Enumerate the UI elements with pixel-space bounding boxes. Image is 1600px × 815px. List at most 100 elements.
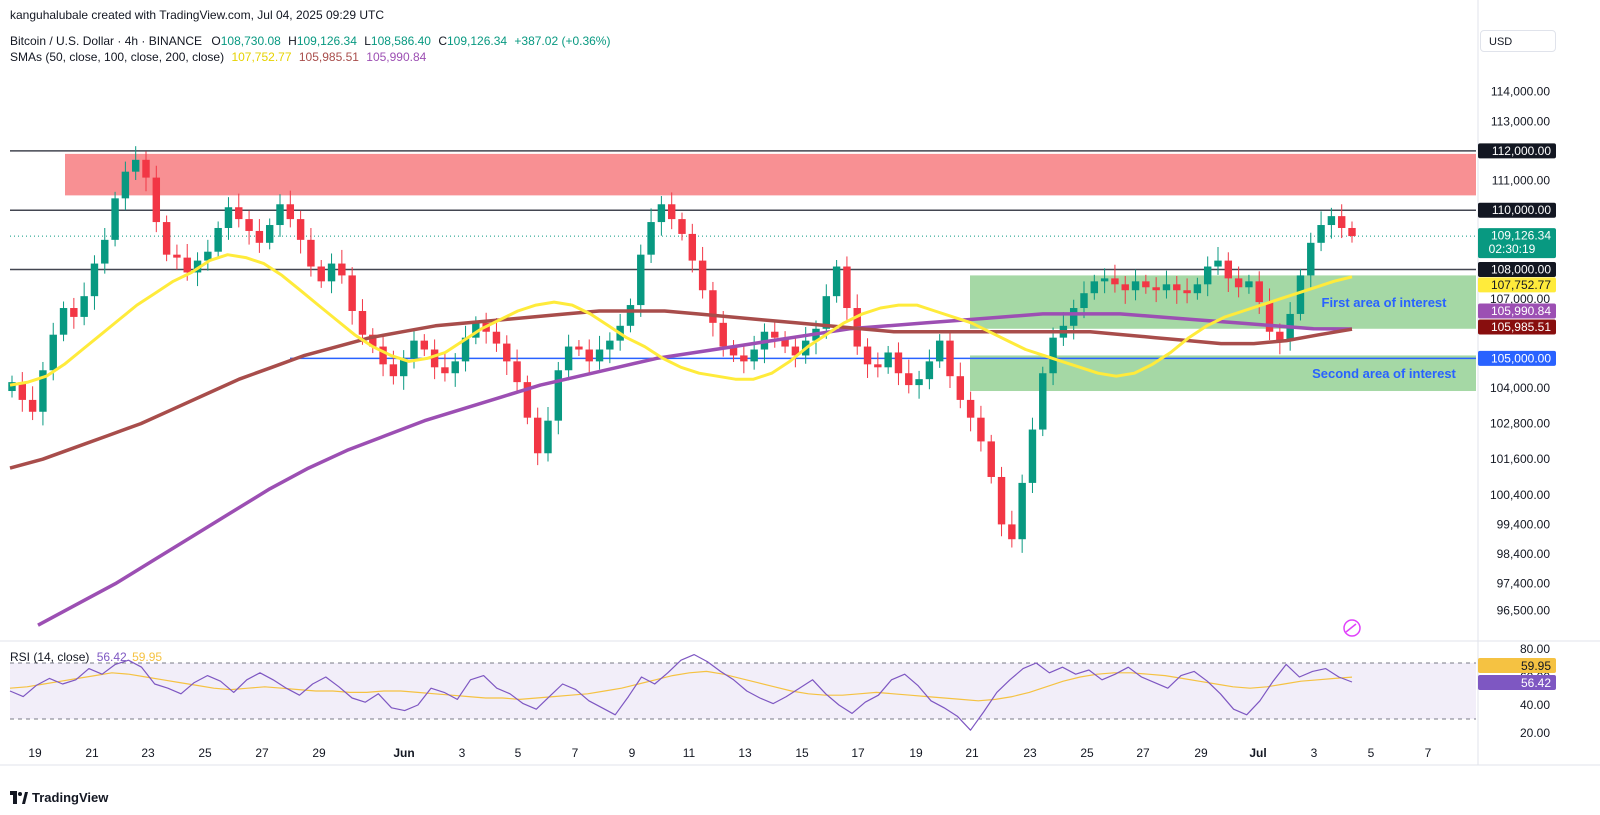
x-tick-label: 23	[141, 746, 155, 760]
zone-label-second: Second area of interest	[1312, 366, 1456, 381]
candle-body	[1131, 281, 1140, 291]
candle-body	[410, 340, 418, 359]
candle-body	[389, 364, 398, 377]
candle-body	[791, 346, 800, 356]
currency-button[interactable]: USD	[1480, 30, 1556, 52]
candle-body	[667, 204, 676, 220]
candle-body	[606, 340, 614, 350]
candle-body	[1348, 227, 1356, 237]
candle-body	[441, 367, 449, 374]
candle-body	[183, 257, 191, 273]
y-tick-label: 113,000.00	[1491, 114, 1550, 128]
candle-body	[1100, 278, 1109, 282]
currency-label: USD	[1489, 36, 1513, 48]
candle-body	[935, 340, 944, 362]
candle-body	[492, 331, 501, 344]
candle-body	[39, 370, 47, 412]
brand-name: TradingView	[32, 790, 109, 805]
price-label-sma100: 105,985.51	[1491, 320, 1551, 334]
price-label-bg-sma100	[1478, 319, 1556, 335]
low-label: L	[364, 34, 371, 48]
x-tick-label: 21	[965, 746, 979, 760]
candle-body	[1028, 429, 1037, 483]
candle-body	[296, 219, 305, 240]
y-tick-label: 97,400.00	[1497, 577, 1551, 591]
price-label-sma50: 107,752.77	[1491, 278, 1551, 292]
candle-body	[235, 207, 243, 220]
candle-body	[1080, 293, 1088, 309]
candle-body	[327, 263, 336, 282]
candle-body	[1008, 524, 1016, 540]
candle-body	[1234, 278, 1243, 288]
candle-body	[1049, 337, 1057, 374]
x-tick-label: Jun	[393, 746, 414, 760]
x-tick-label: 15	[795, 746, 809, 760]
x-tick-label: 25	[198, 746, 212, 760]
price-label-level: 110,000.00	[1492, 203, 1551, 217]
candle-body	[1018, 482, 1026, 540]
y-tick-label: 101,600.00	[1490, 452, 1550, 466]
magic-icon[interactable]	[1343, 619, 1361, 637]
x-tick-label: 11	[683, 746, 696, 760]
price-label-bg-level	[1478, 261, 1556, 277]
close-label: C	[438, 34, 447, 48]
candle-body	[245, 219, 253, 231]
y-tick-label: 114,000.00	[1491, 85, 1550, 99]
candle-body	[472, 322, 480, 338]
rsi-axis-label: 56.42	[1521, 676, 1551, 690]
candle-body	[657, 204, 666, 223]
candle-body	[771, 331, 779, 338]
resistance-zone	[65, 153, 1476, 196]
candle-body	[49, 334, 57, 371]
candle-body	[101, 239, 109, 264]
x-tick-label: 3	[1311, 746, 1318, 760]
price-label-bg-last	[1478, 228, 1556, 259]
candle-body	[843, 266, 851, 309]
magic-icon-stroke	[1345, 623, 1357, 633]
rsi-label-bg	[1478, 675, 1556, 690]
x-tick-label: 9	[629, 746, 636, 760]
candle-body	[265, 225, 274, 243]
tradingview-logo[interactable]: TradingView	[10, 790, 108, 805]
candle-body	[1152, 287, 1160, 291]
x-tick-label: 7	[1425, 746, 1432, 760]
candle-body	[709, 290, 717, 323]
price-label-bg-sma50	[1478, 277, 1556, 293]
candle-body	[1327, 216, 1336, 226]
candle-body	[70, 308, 78, 317]
y-tick-label: 100,400.00	[1490, 488, 1550, 502]
x-tick-label: 27	[255, 746, 269, 760]
candle-body	[863, 346, 872, 365]
countdown-label: 02:30:19	[1489, 242, 1536, 256]
candle-body	[121, 171, 130, 199]
sma-label: SMAs (50, close, 100, close, 200, close)	[10, 50, 225, 64]
candle-body	[740, 355, 748, 362]
y-tick-label: 107,000.00	[1490, 292, 1550, 306]
x-tick-label: 25	[1080, 746, 1094, 760]
magic-icon-ring	[1343, 619, 1361, 637]
sma-legend[interactable]: SMAs (50, close, 100, close, 200, close)…	[10, 50, 426, 64]
rsi-line	[9, 653, 1353, 731]
sma50-value: 107,752.77	[231, 50, 292, 64]
price-label-bg-sma200	[1478, 303, 1556, 319]
candle-body	[1337, 216, 1346, 228]
candle-body	[1307, 242, 1315, 276]
candle-body	[533, 417, 542, 454]
open-value: 108,730.08	[220, 34, 281, 48]
x-tick-label: 21	[85, 746, 99, 760]
candle-body	[915, 379, 923, 386]
attribution: kanguhalubale created with TradingView.c…	[10, 8, 385, 22]
candle-body	[1090, 281, 1099, 294]
candle-body	[430, 349, 439, 368]
high-label: H	[288, 34, 297, 48]
zone-label-first: First area of interest	[1322, 295, 1448, 310]
change-value: +387.02 (+0.36%)	[514, 34, 611, 48]
symbol-name[interactable]: Bitcoin / U.S. Dollar · 4h · BINANCE	[10, 34, 203, 48]
rsi-legend[interactable]: RSI (14, close) 56.42 59.95	[10, 650, 162, 664]
candle-body	[822, 296, 831, 329]
x-tick-label: 29	[1194, 746, 1208, 760]
candle-body	[781, 337, 789, 347]
y-tick-label: 104,000.00	[1490, 381, 1550, 395]
rsi-y-tick-label: 20.00	[1520, 726, 1550, 740]
